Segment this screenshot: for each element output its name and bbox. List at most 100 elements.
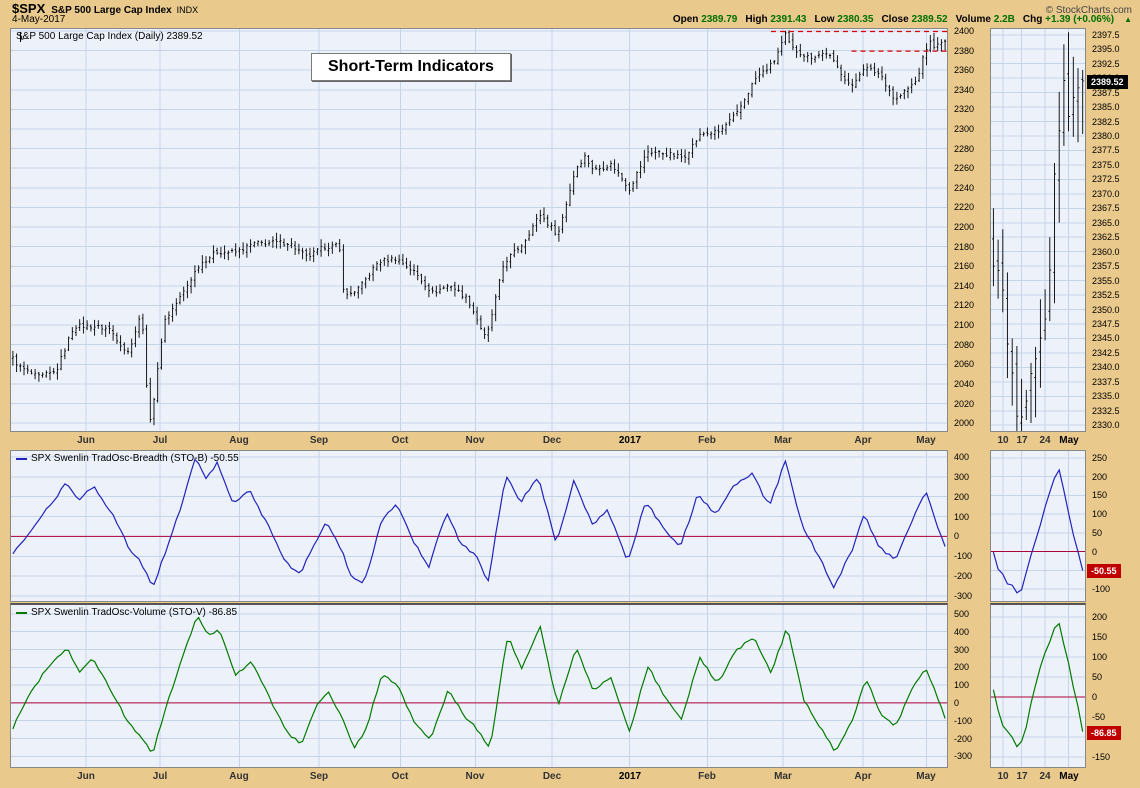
copyright: © StockCharts.com (1045, 5, 1132, 16)
y-tick-label: 2280 (954, 144, 975, 154)
y-tick-label: 100 (954, 680, 970, 690)
y-tick-label: 2220 (954, 202, 975, 212)
quote-open: Open 2389.79 (672, 14, 738, 25)
quote-strip: Open 2389.79 High 2391.43 Low 2380.35 Cl… (673, 14, 1132, 25)
y-tick-label: -200 (954, 734, 973, 744)
quote-volume: Volume 2.2B (955, 14, 1015, 25)
y-tick-label: 2000 (954, 418, 975, 428)
quote-high: High 2391.43 (745, 14, 807, 25)
y-tick-label: -100 (954, 716, 973, 726)
x-tick-label: Mar (774, 435, 792, 446)
y-tick-label: 2180 (954, 242, 975, 252)
y-tick-label: -300 (954, 751, 973, 761)
stov-panel: SPX Swenlin TradOsc-Volume (STO-V) -86.8… (10, 603, 948, 768)
x-tick-label: 24 (1039, 435, 1051, 446)
y-tick-label: -100 (954, 551, 973, 561)
y-tick-label: 2120 (954, 300, 975, 310)
y-tick-label: 200 (1092, 472, 1108, 482)
y-tick-label: -300 (954, 591, 973, 601)
y-tick-label: 2100 (954, 320, 975, 330)
y-tick-label: -100 (1092, 584, 1111, 594)
y-tick-label: 2337.5 (1092, 377, 1120, 387)
y-tick-label: 400 (954, 627, 970, 637)
chart-header-row1: $SPX S&P 500 Large Cap Index INDX © Stoc… (12, 1, 1132, 16)
stob-thumbnail-panel (990, 450, 1086, 602)
y-tick-label: 300 (954, 472, 970, 482)
stov-legend-label: SPX Swenlin TradOsc-Volume (STO-V) -86.8… (31, 607, 238, 618)
y-tick-label: 2385.0 (1092, 102, 1120, 112)
x-tick-label: 10 (997, 771, 1009, 782)
y-tick-label: 100 (1092, 509, 1108, 519)
y-tick-label: 2340.0 (1092, 362, 1120, 372)
y-tick-label: 2370.0 (1092, 189, 1120, 199)
price-thumbnail-panel (990, 28, 1086, 432)
x-tick-label: Jun (77, 435, 95, 446)
y-tick-label: 2377.5 (1092, 145, 1120, 155)
y-tick-label: 150 (1092, 490, 1108, 500)
x-tick-label: Dec (542, 771, 562, 782)
stob-legend-label: SPX Swenlin TradOsc-Breadth (STO-B) -50.… (31, 453, 239, 464)
up-arrow-icon: ▲ (1124, 15, 1132, 24)
y-tick-label: 2367.5 (1092, 203, 1120, 213)
y-tick-label: 2345.0 (1092, 333, 1120, 343)
price-xaxis: Jun Jul Aug Sep Oct Nov Dec 2017 Feb Mar Apr May (11, 432, 947, 449)
stob-yaxis: 400 300 200 100 0 -100 -200 -300 (951, 451, 988, 601)
price-legend: S&P 500 Large Cap Index (Daily) 2389.52 (16, 31, 203, 42)
annotation-title-box: Short-Term Indicators (311, 53, 511, 81)
stob-panel-canvas (11, 451, 947, 601)
stob-line-swatch (16, 457, 27, 460)
y-tick-label: 2020 (954, 399, 975, 409)
stov-last-value-label: -86.85 (1087, 726, 1121, 740)
y-tick-label: 2260 (954, 163, 975, 173)
y-tick-label: 2392.5 (1092, 59, 1120, 69)
y-tick-label: -50 (1092, 712, 1106, 722)
price-legend-label: S&P 500 Large Cap Index (Daily) 2389.52 (16, 31, 203, 42)
y-tick-label: -150 (1092, 752, 1111, 762)
y-tick-label: 500 (954, 609, 970, 619)
y-tick-label: 2340 (954, 85, 975, 95)
y-tick-label: 2360 (954, 65, 975, 75)
symbol: $SPX (12, 1, 46, 16)
y-tick-label: 200 (1092, 612, 1108, 622)
stov-yaxis: 500 400 300 200 100 0 -100 -200 -300 (951, 605, 988, 767)
x-tick-label: Apr (854, 435, 872, 446)
y-tick-label: 2347.5 (1092, 319, 1120, 329)
x-tick-label: Feb (698, 435, 716, 446)
x-tick-label: Feb (698, 771, 716, 782)
quote-close: Close 2389.52 (881, 14, 948, 25)
x-tick-label: Aug (229, 771, 249, 782)
x-tick-label: Nov (465, 435, 485, 446)
y-tick-label: 2332.5 (1092, 406, 1120, 416)
y-tick-label: 100 (1092, 652, 1108, 662)
y-tick-label: 0 (954, 698, 960, 708)
y-tick-label: 2362.5 (1092, 232, 1120, 242)
y-tick-label: 50 (1092, 672, 1103, 682)
x-tick-label: Aug (229, 435, 249, 446)
y-tick-label: 2350.0 (1092, 305, 1120, 315)
stov-thumbnail-panel (990, 603, 1086, 768)
x-tick-label: Mar (774, 771, 792, 782)
y-tick-label: 2330.0 (1092, 420, 1120, 430)
y-tick-label: 50 (1092, 528, 1103, 538)
y-tick-label: 2372.5 (1092, 174, 1120, 184)
stov-line-swatch (16, 611, 27, 614)
stob-thumbnail-panel-canvas (991, 451, 1085, 601)
x-tick-label: 2017 (618, 435, 642, 446)
y-tick-label: 2397.5 (1092, 30, 1120, 40)
last-price-label: 2389.52 (1087, 75, 1128, 89)
quote-change: Chg +1.39 (+0.06%) (1022, 14, 1115, 25)
x-tick-label: Jul (152, 435, 168, 446)
y-tick-label: 200 (954, 492, 970, 502)
bottom-xaxis: Jun Jul Aug Sep Oct Nov Dec 2017 Feb Mar Apr May (11, 768, 947, 787)
y-tick-label: 2365.0 (1092, 218, 1120, 228)
y-tick-label: 2382.5 (1092, 117, 1120, 127)
y-tick-label: 2380.0 (1092, 131, 1120, 141)
x-tick-label: May (1059, 771, 1079, 782)
stov-panel-canvas (11, 605, 947, 767)
x-tick-label: 17 (1016, 435, 1028, 446)
price-thumbnail-xaxis: 10 17 24 May (991, 432, 1085, 449)
y-tick-label: 400 (954, 452, 970, 462)
x-tick-label: Sep (309, 771, 329, 782)
